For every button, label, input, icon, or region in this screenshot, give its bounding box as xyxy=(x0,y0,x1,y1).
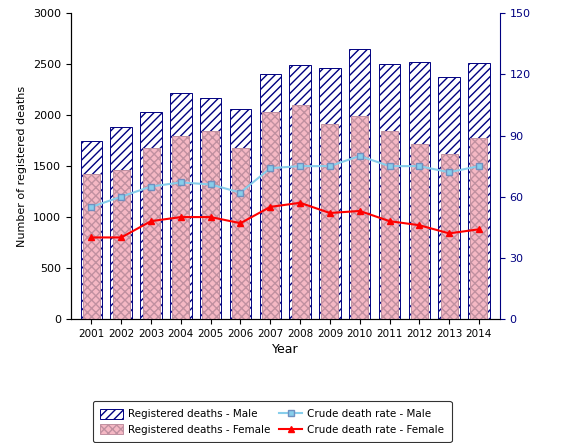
Bar xyxy=(141,112,162,319)
Bar xyxy=(113,170,130,319)
Bar xyxy=(439,78,460,319)
Bar xyxy=(349,49,370,319)
Bar xyxy=(200,98,222,319)
Bar xyxy=(470,138,487,319)
Bar xyxy=(81,141,102,319)
Bar xyxy=(319,68,340,319)
Y-axis label: Number of registered deaths: Number of registered deaths xyxy=(17,85,27,247)
Bar xyxy=(142,148,159,319)
X-axis label: Year: Year xyxy=(272,343,299,356)
Bar xyxy=(111,128,132,319)
Bar xyxy=(83,174,100,319)
Bar xyxy=(292,105,309,319)
Bar xyxy=(289,65,311,319)
Bar xyxy=(440,154,457,319)
Bar xyxy=(379,64,400,319)
Bar xyxy=(259,74,281,319)
Bar xyxy=(230,109,251,319)
Bar xyxy=(409,62,430,319)
Bar xyxy=(381,132,398,319)
Bar xyxy=(202,132,219,319)
Bar xyxy=(411,144,428,319)
Bar xyxy=(262,112,279,319)
Bar xyxy=(351,116,368,319)
Legend: Registered deaths - Male, Registered deaths - Female, Crude death rate - Male, C: Registered deaths - Male, Registered dea… xyxy=(93,401,452,442)
Bar xyxy=(170,93,192,319)
Bar xyxy=(322,124,338,319)
Bar xyxy=(468,63,490,319)
Bar xyxy=(172,136,189,319)
Bar xyxy=(232,148,249,319)
